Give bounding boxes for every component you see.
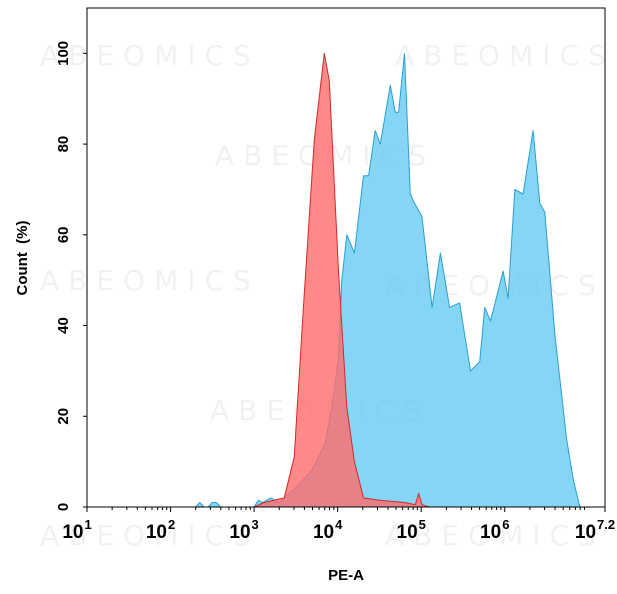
y-tick-label: 0 (55, 503, 72, 511)
x-axis: 101 102 103 104 105 106 107.2 (62, 507, 615, 543)
x-tick-label: 105 (397, 517, 426, 543)
y-tick-label: 40 (55, 317, 72, 334)
y-axis-label: Count (%) (14, 221, 31, 296)
watermark-text: ABEOMICS (40, 39, 260, 72)
y-tick-label: 20 (55, 408, 72, 425)
watermark-text: ABEOMICS (40, 519, 260, 552)
y-tick-label: 60 (55, 226, 72, 243)
x-tick-label: 106 (480, 517, 509, 543)
y-tick-label: 80 (55, 136, 72, 153)
watermark-text: ABEOMICS (395, 39, 615, 72)
y-tick-label: 100 (55, 41, 72, 66)
x-axis-label: PE-A (328, 567, 364, 584)
watermark-text: ABEOMICS (40, 264, 260, 297)
watermark-text: ABEOMICS (385, 519, 605, 552)
x-tick-label: 107.2 (575, 517, 615, 543)
plot-frame (86, 7, 606, 508)
x-tick-label: 103 (229, 517, 258, 543)
x-tick-label: 101 (62, 517, 91, 543)
x-tick-label: 102 (146, 517, 175, 543)
control-histogram (253, 52, 447, 508)
y-axis: 0 20 40 60 80 100 (55, 41, 87, 511)
x-tick-label: 104 (313, 517, 343, 543)
